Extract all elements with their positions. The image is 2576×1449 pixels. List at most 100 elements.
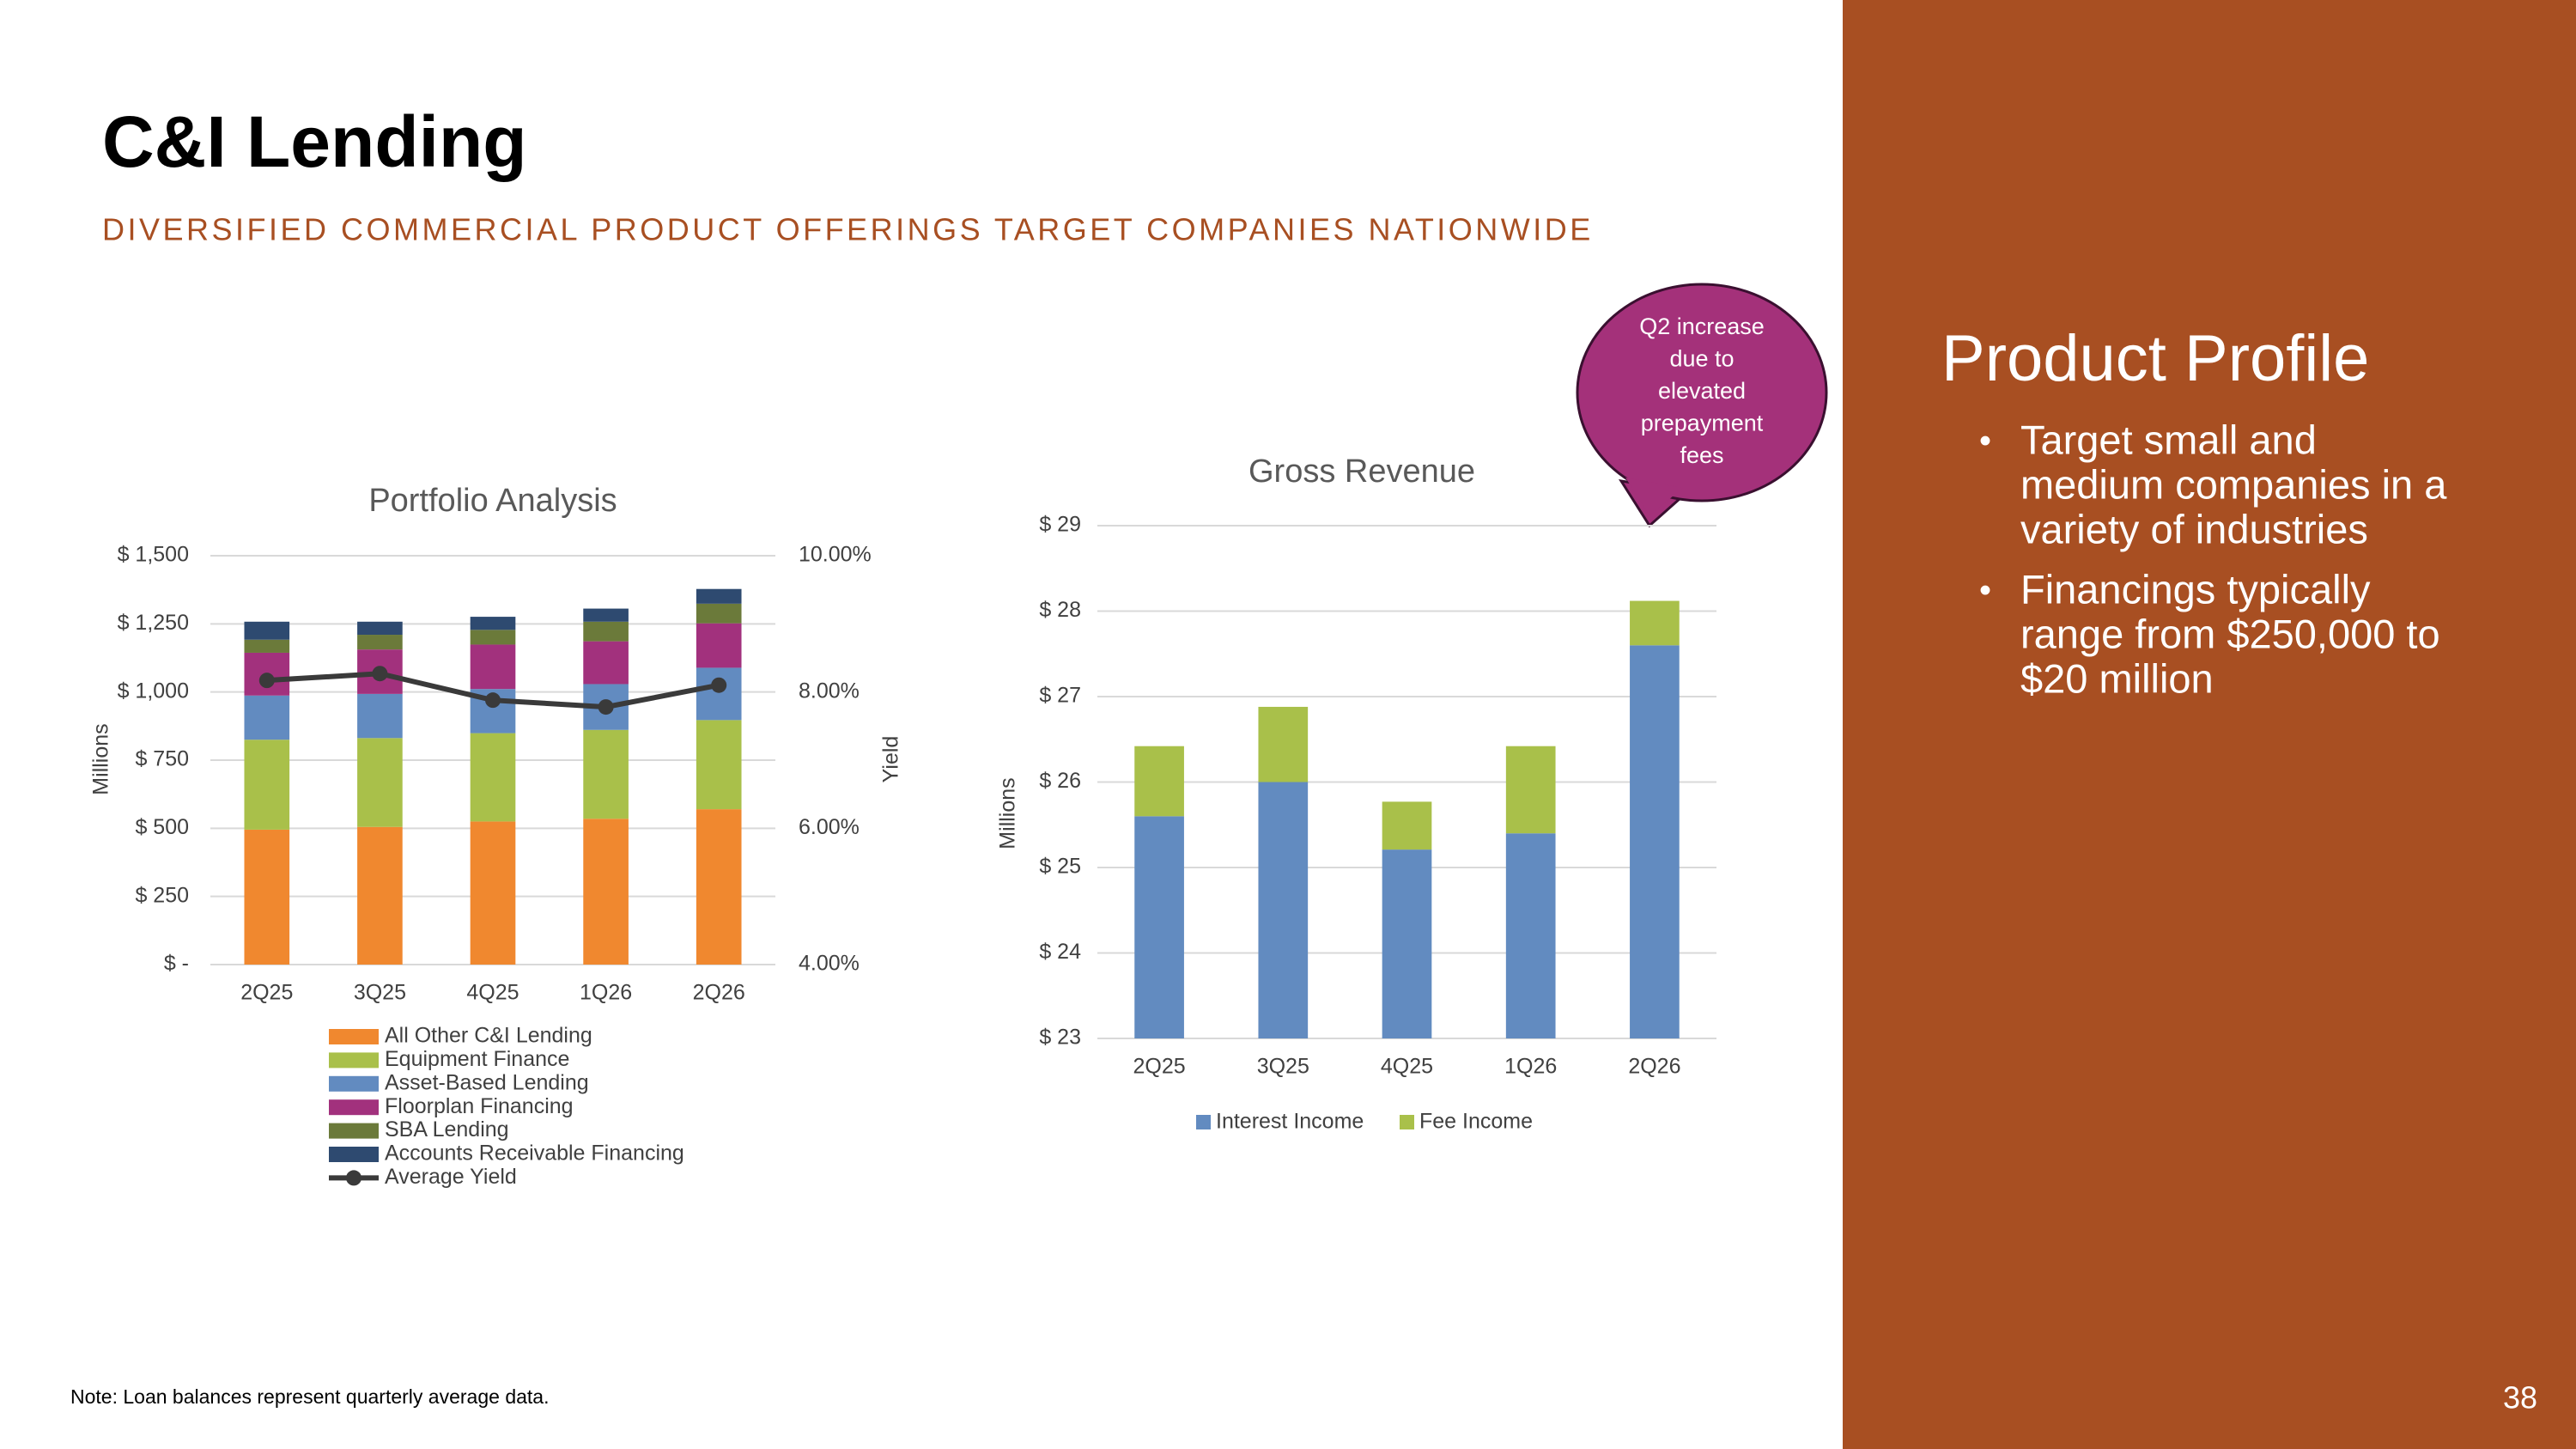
chart: Gross Revenue $ 23 $ 24 $ 25 $ 26 $ 27 $ 28 $ 2…: [996, 454, 1716, 1134]
x-tick-label: 2Q26: [693, 981, 745, 1005]
callout-joint: [1625, 478, 1683, 515]
legend-swatch: [329, 1147, 379, 1162]
bar-segment: [583, 608, 629, 622]
x-tick-label: 2Q25: [240, 981, 293, 1005]
bar-segment: [1258, 706, 1309, 782]
footnote: Note: Loan balances represent quarterly …: [70, 1385, 549, 1408]
bar-segment: [1258, 782, 1309, 1038]
legend-label: Asset-Based Lending: [385, 1070, 589, 1094]
bar-segment: [470, 644, 516, 690]
slide-title: C&I Lending: [102, 101, 527, 182]
bar-segment: [470, 733, 516, 822]
callout-text: Q2 increase due to elevated prepayment fees: [1639, 314, 1765, 468]
bar-segment: [244, 639, 290, 653]
callout-line: fees: [1680, 442, 1723, 468]
y-tick-label: $ 1,000: [118, 679, 189, 703]
x-tick-label: 4Q25: [1381, 1055, 1433, 1079]
y-tick-label: $ 500: [135, 815, 189, 839]
bar-segment: [357, 621, 403, 636]
bar-segment: [1505, 746, 1556, 834]
legend-label: Accounts Receivable Financing: [385, 1142, 684, 1166]
bar-segment: [1134, 816, 1184, 1038]
bullet-line: Financings typically: [2020, 566, 2371, 612]
callout: [1576, 283, 1828, 528]
line-marker: [711, 677, 727, 693]
legend-label: Average Yield: [385, 1165, 517, 1189]
bar-segment: [470, 821, 516, 965]
bar-segment: [1505, 833, 1556, 1038]
bar-segment: [583, 729, 629, 819]
legend-label: Interest Income: [1216, 1110, 1364, 1134]
y2-tick-label: 4.00%: [799, 952, 860, 976]
line-marker: [598, 699, 614, 715]
callout-line: due to: [1669, 346, 1734, 372]
x-tick-label: 4Q25: [466, 981, 519, 1005]
legend-swatch: [329, 1099, 379, 1116]
bar-segment: [244, 695, 290, 740]
legend-label: All Other C&I Lending: [385, 1024, 592, 1048]
legend-label: Fee Income: [1419, 1110, 1533, 1134]
bar-segment: [1134, 746, 1184, 817]
bullet-line: variety of industries: [2020, 506, 2368, 551]
bar-segment: [696, 667, 742, 721]
chart-title: Gross Revenue: [1249, 454, 1475, 490]
slide-subtitle: DIVERSIFIED COMMERCIAL PRODUCT OFFERINGS…: [102, 212, 1594, 247]
y-tick-label: $ 25: [1039, 855, 1081, 879]
bar-segment: [357, 635, 403, 650]
y-tick-label: $ 27: [1039, 684, 1081, 708]
bar-segment: [470, 617, 516, 630]
legend-label: SBA Lending: [385, 1117, 509, 1142]
bar-segment: [244, 740, 290, 830]
callout-bubble: [1576, 283, 1828, 502]
line-marker: [485, 692, 501, 709]
callout-line: elevated: [1658, 378, 1746, 404]
y-axis-label: Millions: [89, 723, 113, 795]
y-tick-label: $ 29: [1039, 513, 1081, 537]
x-tick-label: 2Q26: [1628, 1055, 1680, 1079]
bar-segment: [470, 630, 516, 645]
y-tick-label: $ 750: [135, 747, 189, 771]
bar-segment: [696, 809, 742, 965]
legend-label: Equipment Finance: [385, 1047, 569, 1071]
bullet-line: Target small and: [2020, 417, 2317, 462]
y-tick-label: $ 1,250: [118, 611, 189, 635]
callout-line: prepayment: [1641, 411, 1764, 436]
legend-swatch: [329, 1052, 379, 1068]
y-axis-label: Millions: [996, 777, 1020, 849]
legend-swatch: [329, 1075, 379, 1092]
bullet-line: range from $250,000 to: [2020, 611, 2440, 656]
x-tick-label: 3Q25: [354, 981, 406, 1005]
page-number: 38: [2503, 1380, 2537, 1416]
side-panel: [1843, 0, 2576, 1449]
bullet-line: $20 million: [2020, 655, 2214, 701]
y-tick-label: $ 28: [1039, 598, 1081, 622]
legend-swatch: [1400, 1115, 1414, 1129]
bullet-dot: •: [1979, 423, 1991, 460]
y2-tick-label: 10.00%: [799, 543, 872, 567]
bullet-line: medium companies in a: [2020, 461, 2447, 507]
y-tick-label: $ 24: [1039, 940, 1081, 964]
y-tick-label: $ 23: [1039, 1026, 1081, 1050]
bar-segment: [696, 603, 742, 624]
bar-segment: [696, 588, 742, 604]
y-tick-label: $ 250: [135, 883, 189, 907]
bullet-dot: •: [1979, 572, 1991, 610]
bar-segment: [357, 693, 403, 739]
y-tick-label: $ 1,500: [118, 543, 189, 567]
x-tick-label: 1Q26: [580, 981, 632, 1005]
line-marker: [372, 666, 388, 682]
bar-segment: [1382, 801, 1432, 850]
legend-swatch: [329, 1123, 379, 1139]
y-tick-label: $ 26: [1039, 769, 1081, 793]
chart: Portfolio Analysis $ - $ 250 $ 500 $ 750 $ 1,…: [89, 483, 903, 1189]
legend-marker: [346, 1170, 361, 1186]
bar-segment: [1630, 645, 1680, 1038]
x-tick-label: 3Q25: [1257, 1055, 1309, 1079]
bar-segment: [244, 621, 290, 640]
legend-swatch: [329, 1029, 379, 1044]
x-tick-label: 2Q25: [1133, 1055, 1186, 1079]
bar-segment: [357, 738, 403, 827]
bar-segment: [244, 829, 290, 965]
